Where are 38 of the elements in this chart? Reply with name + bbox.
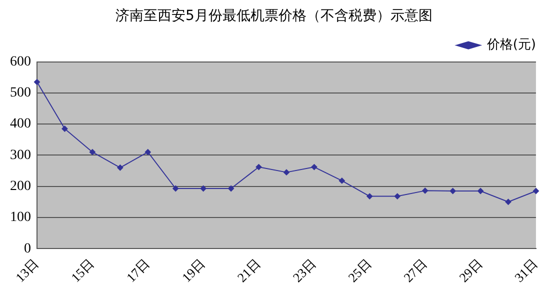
point: [505, 198, 512, 205]
x-tick-label: 25日: [345, 256, 374, 286]
point: [338, 178, 345, 184]
legend-label: 价格(元): [486, 38, 536, 53]
point: [228, 186, 234, 192]
x-tick-label: 21日: [234, 256, 264, 286]
y-tick-label: 300: [10, 148, 31, 163]
point: [478, 188, 484, 194]
point: [89, 149, 96, 156]
point: [283, 169, 290, 176]
y-tick-label: 500: [10, 86, 31, 101]
x-tick-label: 31日: [512, 256, 541, 286]
y-tick-label: 0: [24, 241, 31, 256]
x-tick-label: 13日: [12, 256, 42, 286]
point: [450, 188, 456, 194]
x-tick-label: 27日: [400, 256, 430, 286]
point: [172, 186, 179, 192]
point: [256, 164, 262, 170]
x-tick-label: 17日: [123, 256, 152, 286]
chart-title: 济南至西安5月份最低机票价格（不含税费）示意图: [116, 8, 432, 24]
point: [200, 186, 206, 192]
point: [144, 149, 151, 156]
x-tick-label: 29日: [456, 256, 486, 286]
point: [422, 188, 428, 194]
point: [62, 126, 68, 132]
point: [532, 188, 539, 194]
point: [34, 79, 40, 86]
y-tick-label: 100: [10, 210, 31, 226]
x-tick-label: 23日: [290, 256, 319, 286]
point: [311, 164, 318, 170]
point: [394, 193, 400, 200]
x-tick-label: 19日: [178, 256, 208, 286]
y-tick-label: 400: [10, 116, 31, 132]
point: [366, 193, 373, 200]
x-tick-label: 15日: [68, 256, 97, 286]
y-tick-label: 600: [10, 54, 31, 70]
y-tick-label: 200: [10, 178, 31, 194]
point: [117, 164, 124, 171]
